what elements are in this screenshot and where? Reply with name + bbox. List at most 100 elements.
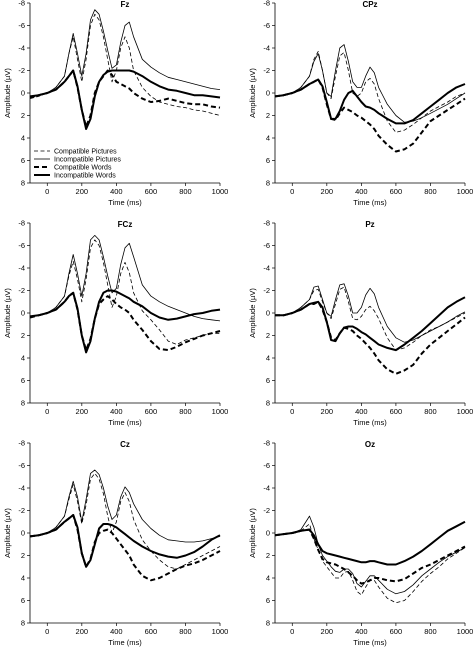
x-tick-label: 400	[110, 407, 123, 416]
x-axis-title: Time (ms)	[108, 418, 142, 427]
series-line-iw	[29, 289, 221, 354]
x-axis-title: Time (ms)	[108, 198, 142, 207]
x-tick-label: 1000	[212, 187, 229, 196]
x-tick-label: 1000	[457, 627, 474, 636]
y-tick-label: -8	[263, 219, 270, 228]
x-tick-label: 1000	[212, 407, 229, 416]
y-tick-label: -4	[263, 264, 270, 273]
x-tick-label: 1000	[457, 187, 474, 196]
panel-pz: -8 -6 -4 -2 0 2 4 6 8 0 200 400 600 800 1000 Time (ms) A…	[248, 219, 473, 427]
x-tick-label: 200	[76, 627, 89, 636]
series-line-ip	[29, 9, 221, 97]
series-line-cw	[274, 78, 466, 153]
y-axis-title: Amplitude (µV)	[3, 288, 12, 338]
y-tick-label: 6	[21, 156, 25, 165]
x-tick-label: 800	[179, 407, 192, 416]
series-line-cp	[29, 239, 220, 345]
x-tick-label: 200	[321, 407, 334, 416]
series-line-ip	[29, 234, 221, 322]
y-axis-title: Amplitude (µV)	[3, 68, 12, 118]
legend-label-ip: Incompatible Pictures	[54, 157, 121, 164]
y-axis-title: Amplitude (µV)	[248, 508, 257, 558]
series-line-cw	[29, 291, 221, 352]
x-tick-label: 200	[321, 187, 334, 196]
y-axis-title: Amplitude (µV)	[3, 508, 12, 558]
panel-title: CPz	[362, 0, 377, 9]
y-tick-label: -6	[18, 461, 25, 470]
y-tick-label: -8	[18, 0, 25, 8]
series-line-ip	[274, 515, 466, 595]
x-axis-title: Time (ms)	[353, 198, 387, 207]
y-tick-label: 0	[266, 309, 270, 318]
panel-title: Pz	[365, 220, 374, 229]
y-tick-label: -2	[263, 66, 270, 75]
panel-fz: -8 -6 -4 -2 0 2 4 6 8 0 200 400 600 800 1000 Time (ms) A…	[3, 0, 228, 207]
panel-title: FCz	[118, 220, 133, 229]
x-axis-title: Time (ms)	[108, 638, 142, 647]
y-tick-label: 4	[266, 134, 270, 143]
series-line-ip	[274, 44, 466, 123]
y-axis-title: Amplitude (µV)	[248, 68, 257, 118]
y-tick-label: 8	[266, 179, 270, 188]
y-tick-label: -6	[263, 241, 270, 250]
series-line-cw	[29, 69, 221, 128]
y-tick-label: -8	[263, 0, 270, 8]
x-axis-title: Time (ms)	[353, 638, 387, 647]
series-line-cp	[275, 286, 466, 351]
panel-oz: -8 -6 -4 -2 0 2 4 6 8 0 200 400 600 800 1000 Time (ms) A…	[248, 439, 473, 647]
y-tick-label: -4	[263, 44, 270, 53]
y-tick-label: 2	[266, 111, 270, 120]
y-tick-label: 0	[21, 89, 25, 98]
series-line-iw	[29, 69, 221, 130]
y-tick-label: 8	[21, 179, 25, 188]
y-tick-label: -8	[263, 439, 270, 448]
x-tick-label: 800	[424, 407, 437, 416]
series-line-iw	[29, 514, 221, 568]
x-axis-title: Time (ms)	[353, 418, 387, 427]
y-tick-label: 2	[21, 111, 25, 120]
legend-label-iw: Incompatible Words	[54, 173, 116, 180]
x-tick-label: 400	[355, 407, 368, 416]
x-tick-label: 400	[355, 187, 368, 196]
x-tick-label: 0	[45, 407, 49, 416]
x-tick-label: 600	[145, 187, 158, 196]
y-tick-label: -4	[18, 484, 25, 493]
x-tick-label: 600	[145, 407, 158, 416]
y-tick-label: 0	[266, 529, 270, 538]
y-tick-label: 0	[266, 89, 270, 98]
y-tick-label: -2	[18, 286, 25, 295]
y-tick-label: 4	[21, 134, 25, 143]
series-line-ip	[29, 469, 221, 543]
x-tick-label: 0	[45, 187, 49, 196]
series-line-cw	[275, 300, 466, 375]
y-tick-label: -8	[18, 219, 25, 228]
y-tick-label: -4	[18, 44, 25, 53]
x-tick-label: 800	[179, 187, 192, 196]
x-tick-label: 400	[355, 627, 368, 636]
y-tick-label: -6	[263, 21, 270, 30]
y-tick-label: -2	[18, 506, 25, 515]
y-tick-label: 2	[266, 331, 270, 340]
panel-title: Fz	[121, 0, 130, 9]
y-tick-label: -6	[18, 241, 25, 250]
y-tick-label: 6	[266, 596, 270, 605]
x-tick-label: 600	[390, 187, 403, 196]
y-tick-label: -8	[18, 439, 25, 448]
panel-cpz: -8 -6 -4 -2 0 2 4 6 8 0 200 400 600 800 1000 Time (ms) A…	[248, 0, 473, 207]
x-tick-label: 800	[424, 187, 437, 196]
y-tick-label: -6	[18, 21, 25, 30]
series-line-cw	[274, 528, 466, 585]
x-tick-label: 0	[290, 187, 294, 196]
y-tick-label: 2	[21, 331, 25, 340]
y-tick-label: -6	[263, 461, 270, 470]
x-tick-label: 800	[424, 627, 437, 636]
x-tick-label: 0	[45, 627, 49, 636]
y-tick-label: 4	[266, 354, 270, 363]
x-tick-label: 0	[290, 407, 294, 416]
y-tick-label: 8	[266, 619, 270, 628]
y-tick-label: 6	[21, 596, 25, 605]
panel-title: Oz	[365, 440, 375, 449]
series-line-iw	[274, 520, 466, 566]
y-tick-label: -4	[18, 264, 25, 273]
